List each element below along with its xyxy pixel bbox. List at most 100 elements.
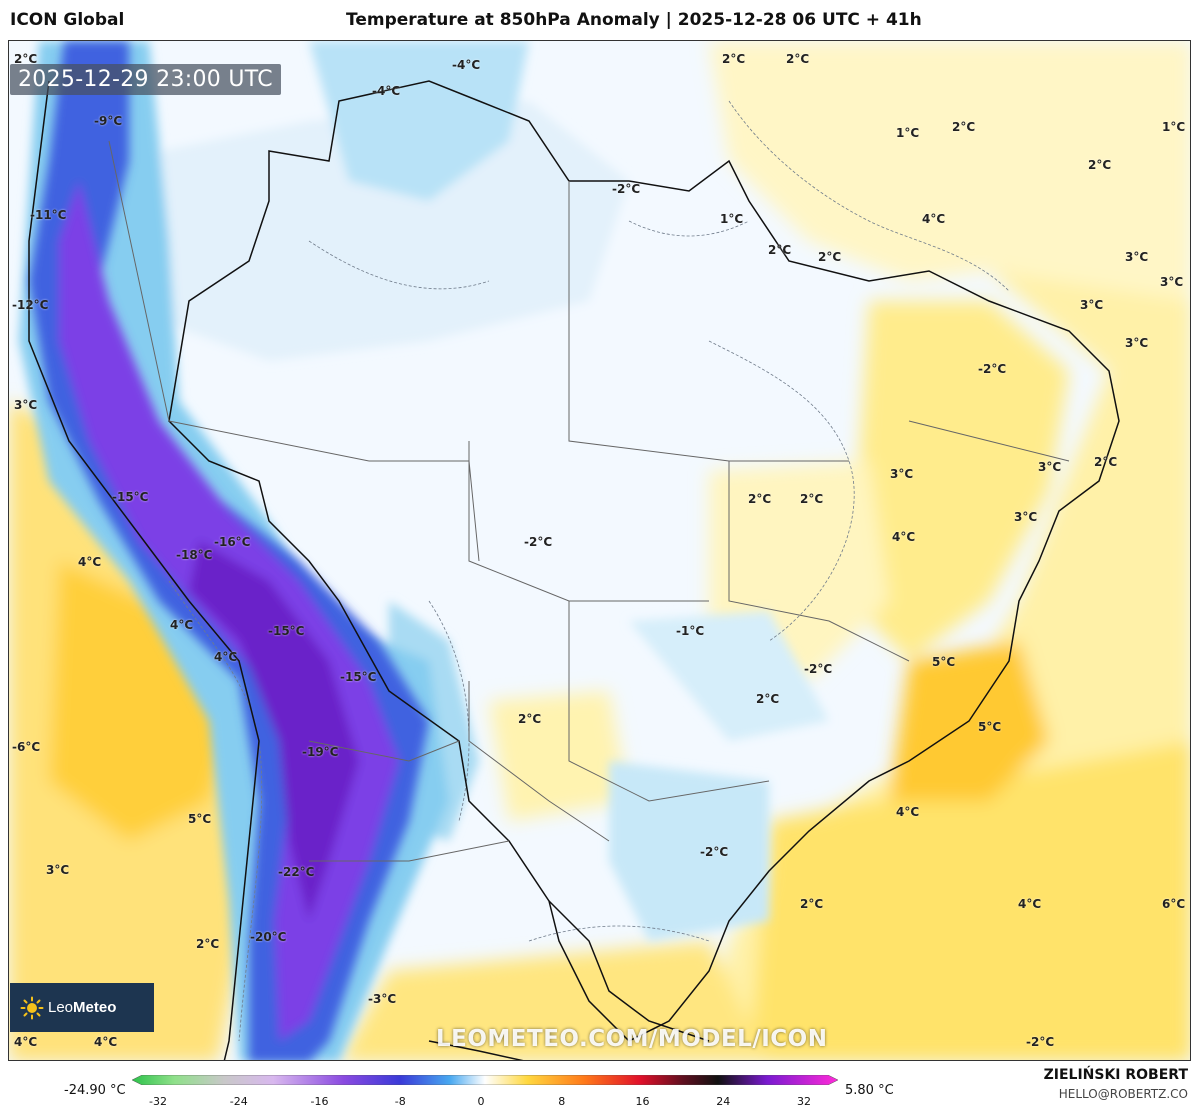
state-line-6	[908, 420, 1070, 462]
temperature-label: 4°C	[170, 618, 194, 632]
colorbar	[132, 1075, 838, 1085]
contour-3	[168, 580, 263, 1042]
temperature-label: 4°C	[1018, 897, 1042, 911]
cold-amazon	[109, 101, 629, 361]
cold-south	[609, 761, 769, 941]
logo-text-bold: Meteo	[73, 999, 117, 1016]
temperature-label: 3°C	[890, 467, 914, 481]
colorbar-tick-label: 0	[477, 1095, 485, 1107]
colorbar-tick-label: 16	[635, 1095, 650, 1107]
andes-deep-core	[189, 541, 359, 921]
temperature-label: -20°C	[250, 930, 287, 944]
temperature-label: -11°C	[30, 208, 67, 222]
temperature-label: -22°C	[278, 865, 315, 879]
contour-2	[708, 340, 855, 642]
temperature-label: 3°C	[46, 863, 70, 877]
temperature-label: 3°C	[14, 398, 38, 412]
contour-1	[728, 100, 1010, 292]
temperature-label: 4°C	[896, 805, 920, 819]
temperature-label: 3°C	[1038, 460, 1062, 474]
cold-central	[629, 611, 829, 741]
temperature-label: 1°C	[1162, 120, 1186, 134]
temperature-label: 2°C	[1088, 158, 1112, 172]
leometeo-logo[interactable]: LeoMeteo	[10, 983, 154, 1032]
temperature-label: 1°C	[896, 126, 920, 140]
state-line-4	[728, 461, 910, 662]
temperature-label: 2°C	[800, 897, 824, 911]
warm-northeast-land	[849, 301, 1069, 661]
anomaly-contours	[168, 100, 1010, 1042]
colorbar-tick-label: -32	[149, 1095, 167, 1107]
temperature-label: 4°C	[214, 650, 238, 664]
warm-south-land	[340, 941, 769, 1060]
uruguay-coast	[548, 900, 710, 1042]
contour-7	[628, 220, 750, 237]
temperature-label: -2°C	[700, 845, 729, 859]
temperature-label: 3°C	[1080, 298, 1104, 312]
temperature-label: 3°C	[1125, 336, 1149, 350]
temperature-label: -2°C	[804, 662, 833, 676]
temperature-label: 2°C	[818, 250, 842, 264]
state-line-3	[369, 460, 480, 562]
temperature-label: -16°C	[214, 535, 251, 549]
colorbar-gradient	[132, 1075, 838, 1085]
temperature-label: -1°C	[676, 624, 705, 638]
temperature-label: -2°C	[1026, 1035, 1055, 1049]
temperature-label: 3°C	[1160, 275, 1184, 289]
warm-southeast-ocean	[749, 741, 1190, 1060]
state-line-10	[308, 740, 460, 762]
argentina-coast	[428, 1040, 524, 1060]
colorbar-tick-label: 8	[558, 1095, 566, 1107]
colorbar-max-label: 5.80 °C	[845, 1083, 894, 1098]
temperature-label: 1°C	[720, 212, 744, 226]
temperature-label: 4°C	[14, 1035, 38, 1049]
temperature-label: -2°C	[524, 535, 553, 549]
temperature-label: 3°C	[1014, 510, 1038, 524]
author-name: ZIELIŃSKI ROBERT	[1043, 1067, 1188, 1083]
anomaly-map	[9, 41, 1190, 1060]
contour-5	[528, 925, 710, 942]
map-title: Temperature at 850hPa Anomaly | 2025-12-…	[346, 10, 922, 30]
author-email[interactable]: HELLO@ROBERTZ.CO	[1058, 1087, 1188, 1101]
temperature-label: 2°C	[1094, 455, 1118, 469]
temperature-label: 2°C	[952, 120, 976, 134]
temperature-label: -2°C	[978, 362, 1007, 376]
temperature-label: 2°C	[800, 492, 824, 506]
state-borders	[108, 140, 1070, 862]
model-name: ICON Global	[10, 10, 125, 30]
state-line-7	[168, 420, 370, 462]
temperature-label: 5°C	[978, 720, 1002, 734]
temperature-label: 4°C	[78, 555, 102, 569]
state-line-2	[468, 441, 709, 602]
temperature-label: -3°C	[368, 992, 397, 1006]
map-view[interactable]	[8, 40, 1191, 1061]
temperature-label: -18°C	[176, 548, 213, 562]
andes-cold-core	[29, 41, 429, 1060]
state-line-1	[568, 181, 849, 462]
temperature-label: 2°C	[196, 937, 220, 951]
colorbar-tick-label: 32	[797, 1095, 811, 1107]
state-line-9	[468, 681, 610, 842]
temperature-label: 4°C	[922, 212, 946, 226]
temperature-label: -15°C	[112, 490, 149, 504]
brazil-border	[168, 80, 1120, 1042]
temperature-label: 4°C	[94, 1035, 118, 1049]
logo-text: LeoMeteo	[48, 999, 116, 1016]
pacific-coast	[28, 80, 260, 1060]
temperature-label: 2°C	[722, 52, 746, 66]
logo-text-light: Leo	[48, 999, 74, 1016]
sun-logo-icon	[20, 996, 44, 1019]
temperature-label: -4°C	[452, 58, 481, 72]
temperature-label: -9°C	[94, 114, 123, 128]
valid-time-badge: 2025-12-29 23:00 UTC	[10, 64, 281, 95]
state-line-8	[108, 140, 170, 422]
temperature-label: -15°C	[268, 624, 305, 638]
temperature-label: -6°C	[12, 740, 41, 754]
source-watermark: LEOMETEO.COM/MODEL/ICON	[436, 1026, 828, 1052]
colorbar-tick-label: -24	[229, 1095, 248, 1107]
temperature-label: 2°C	[786, 52, 810, 66]
country-borders	[28, 80, 1120, 1060]
temperature-label: 4°C	[892, 530, 916, 544]
temperature-label: 2°C	[14, 52, 38, 66]
contour-6	[308, 240, 490, 290]
